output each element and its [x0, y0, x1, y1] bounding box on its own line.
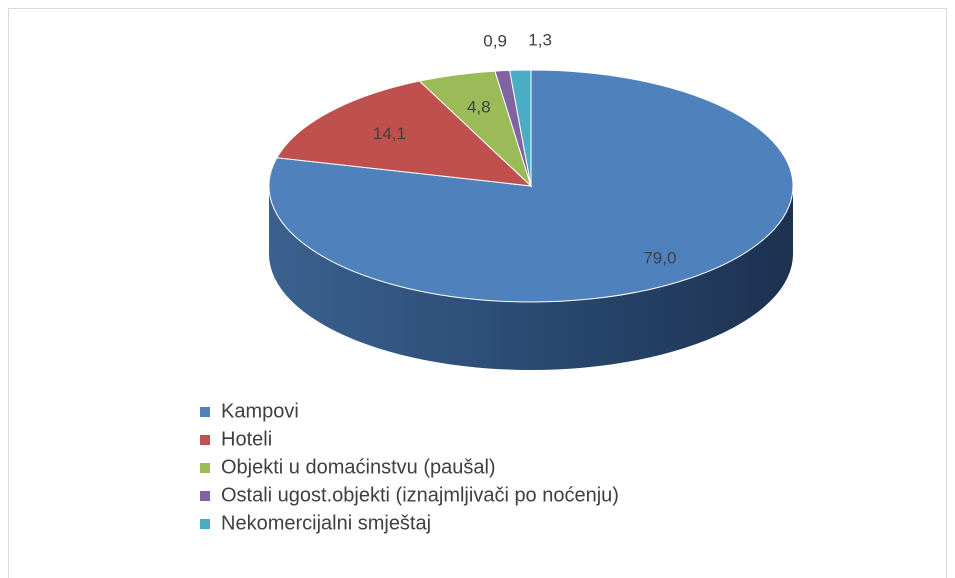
data-label: 0,9 [483, 31, 507, 50]
legend-label: Ostali ugost.objekti (iznajmljivači po n… [221, 484, 619, 506]
data-label: 4,8 [467, 98, 491, 117]
legend-label: Nekomercijalni smještaj [221, 512, 431, 534]
legend-swatch [200, 407, 210, 417]
data-label: 79,0 [643, 249, 676, 268]
slice [276, 80, 533, 187]
data-label: 14,1 [373, 124, 406, 143]
slice [268, 69, 794, 303]
data-label: 1,3 [528, 31, 552, 50]
slice [509, 69, 532, 187]
legend-swatch [200, 435, 210, 445]
legend-swatch [200, 491, 210, 501]
legend-label: Hoteli [221, 428, 272, 450]
legend-label: Kampovi [221, 400, 299, 422]
legend-swatch [200, 463, 210, 473]
slice-side [269, 186, 793, 370]
legend-swatch [200, 519, 210, 529]
legend-label: Objekti u domaćinstvu (paušal) [221, 456, 496, 478]
